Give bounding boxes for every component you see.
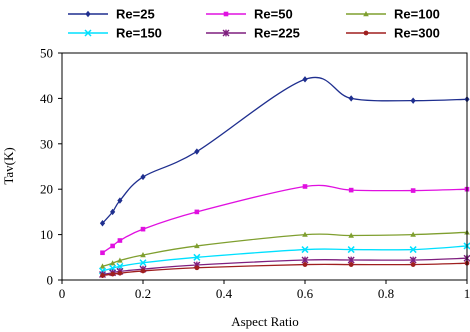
series-line [102, 184, 468, 254]
y-tick-label: 10 [40, 227, 53, 242]
plot-frame [61, 52, 468, 281]
data-point [194, 242, 200, 249]
x-axis-label: Aspect Ratio [231, 314, 299, 329]
data-point [410, 188, 416, 193]
data-point [117, 197, 123, 204]
data-point [116, 262, 124, 270]
x-tick-label: 0.2 [135, 286, 151, 301]
series-re-300 [100, 260, 470, 278]
legend-marker [363, 30, 369, 36]
legend-marker [222, 29, 230, 37]
series-re-150 [98, 242, 470, 275]
data-point [100, 273, 105, 278]
data-point [410, 262, 416, 267]
legend-label: Re=225 [254, 26, 300, 41]
data-point [117, 270, 123, 276]
y-axis-label: Tav(K) [1, 147, 16, 184]
data-point [348, 262, 354, 267]
y-tick-label: 50 [40, 46, 53, 61]
data-point [348, 95, 354, 102]
legend-label: Re=100 [394, 7, 440, 22]
data-point [348, 232, 354, 238]
legend-item: Re=100 [346, 7, 440, 22]
x-tick-label: 1 [464, 286, 470, 301]
y-tick-label: 30 [40, 136, 53, 151]
legend-item: Re=150 [68, 26, 162, 41]
legend-label: Re=25 [116, 7, 155, 22]
data-point [140, 268, 146, 274]
data-point [140, 252, 146, 258]
data-point [140, 173, 146, 181]
data-point [194, 148, 200, 155]
legend-marker [84, 29, 92, 37]
axes: 0 10 20 30 40 50 0 0.2 0.4 0.6 0.8 1 [40, 46, 470, 302]
data-point [409, 246, 417, 254]
plot-area [98, 76, 470, 279]
x-tick-label: 0.8 [378, 286, 394, 301]
x-tick-label: 0 [59, 286, 66, 301]
data-point [140, 226, 146, 232]
data-point [117, 257, 123, 263]
legend-item: Re=300 [346, 26, 440, 41]
data-point [302, 76, 308, 83]
legend-label: Re=300 [394, 26, 440, 41]
series-line [102, 245, 468, 272]
data-point [410, 97, 416, 104]
legend-marker [223, 11, 229, 17]
legend-item: Re=50 [206, 7, 293, 22]
series-line [102, 257, 468, 276]
series-re-50 [100, 184, 470, 256]
legend-item: Re=225 [206, 26, 300, 41]
data-point [139, 259, 147, 267]
data-point [99, 220, 106, 227]
legend: Re=25 Re=50 Re=100 Re=150 Re=225 Re=300 [68, 7, 440, 41]
series-line [102, 231, 468, 268]
data-point [348, 187, 354, 193]
data-point [117, 238, 123, 243]
legend-item: Re=25 [68, 7, 155, 22]
data-point [109, 260, 116, 266]
y-tick-label: 20 [40, 182, 53, 197]
data-point [302, 262, 308, 267]
data-point [194, 209, 200, 215]
series-re-25 [99, 76, 470, 227]
series-re-100 [99, 229, 470, 269]
data-point [410, 231, 416, 237]
legend-label: Re=50 [254, 7, 293, 22]
y-tick-label: 40 [40, 91, 53, 106]
legend-marker [85, 10, 91, 18]
data-point [302, 231, 308, 237]
data-point [302, 184, 308, 189]
x-tick-label: 0.6 [297, 286, 314, 301]
x-tick-label: 0.4 [216, 286, 233, 301]
legend-marker [363, 11, 369, 17]
data-point [194, 265, 200, 271]
data-point [110, 271, 116, 277]
series-line [102, 76, 468, 224]
data-point [301, 246, 309, 254]
data-point [110, 243, 115, 249]
y-tick-label: 0 [47, 273, 54, 288]
data-point [110, 208, 116, 216]
legend-label: Re=150 [116, 26, 162, 41]
data-point [347, 246, 355, 254]
data-point [99, 263, 106, 269]
data-point [193, 253, 201, 261]
data-point [100, 250, 105, 256]
